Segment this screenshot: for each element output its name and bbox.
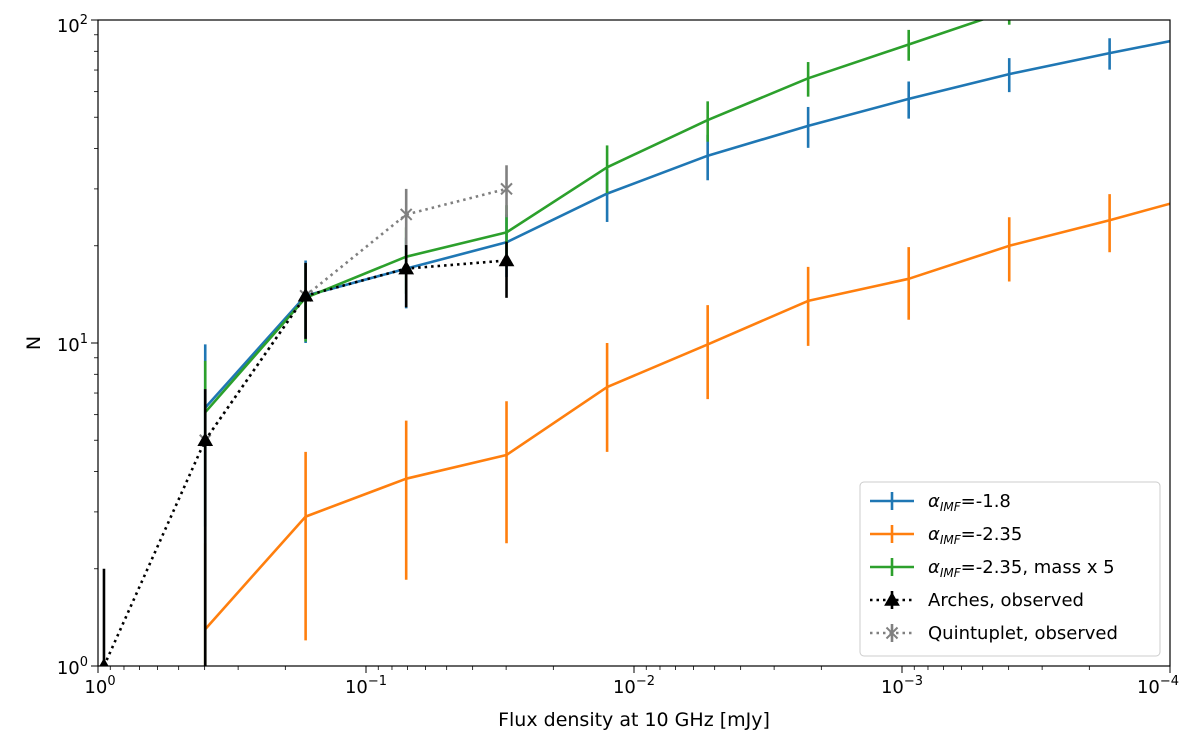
x-tick-label: 100 <box>84 674 115 698</box>
series-arches-observed <box>99 241 515 666</box>
plot-frame <box>97 19 1171 667</box>
data-point <box>197 432 214 446</box>
x-tick-label: 10−1 <box>345 674 387 698</box>
x-axis-label: Flux density at 10 GHz [mJy] <box>498 709 770 731</box>
legend-marker <box>885 626 899 640</box>
legend-entry: Arches, observed <box>870 590 1084 611</box>
data-point <box>398 260 415 275</box>
y-tick-label: 100 <box>57 655 88 679</box>
legend-label: αIMF=-2.35, mass x 5 <box>928 557 1115 580</box>
legend-label: Arches, observed <box>928 590 1084 611</box>
y-axis-label: N <box>23 336 45 350</box>
legend: αIMF=-1.8 αIMF=-2.35 αIMF=-2.35, mass x 5 A… <box>859 481 1161 657</box>
legend-label: Quintuplet, observed <box>928 623 1118 644</box>
ticks-layer <box>91 19 1171 673</box>
data-point <box>99 657 109 666</box>
x-tick-label: 10−4 <box>1137 674 1179 698</box>
series-quintuplet-observed <box>199 165 513 666</box>
legend-label: αIMF=-2.35 <box>928 524 1022 547</box>
legend-marker <box>884 591 900 606</box>
x-tick-label: 10−3 <box>881 674 923 698</box>
series-line <box>204 187 507 441</box>
data-point <box>498 252 515 267</box>
data-point <box>500 182 513 196</box>
series-imf-1-8 <box>203 38 1170 527</box>
y-tick-label: 101 <box>57 332 88 356</box>
legend-entry: Quintuplet, observed <box>870 623 1118 644</box>
tick-labels: 100 10−1 10−2 10−3 10−4 100 101 102 <box>57 13 1179 698</box>
data-point <box>399 208 413 221</box>
data-point <box>297 287 314 302</box>
legend-entry: αIMF=-2.35 <box>870 524 1022 547</box>
legend-box <box>859 481 1161 657</box>
legend-label: αIMF=-1.8 <box>928 491 1011 514</box>
x-tick-label: 10−2 <box>613 674 655 698</box>
legend-entry: αIMF=-1.8 <box>870 491 1011 514</box>
y-tick-label: 102 <box>57 13 88 37</box>
series-layer <box>99 20 1170 666</box>
legend-entry: αIMF=-2.35, mass x 5 <box>870 557 1115 580</box>
